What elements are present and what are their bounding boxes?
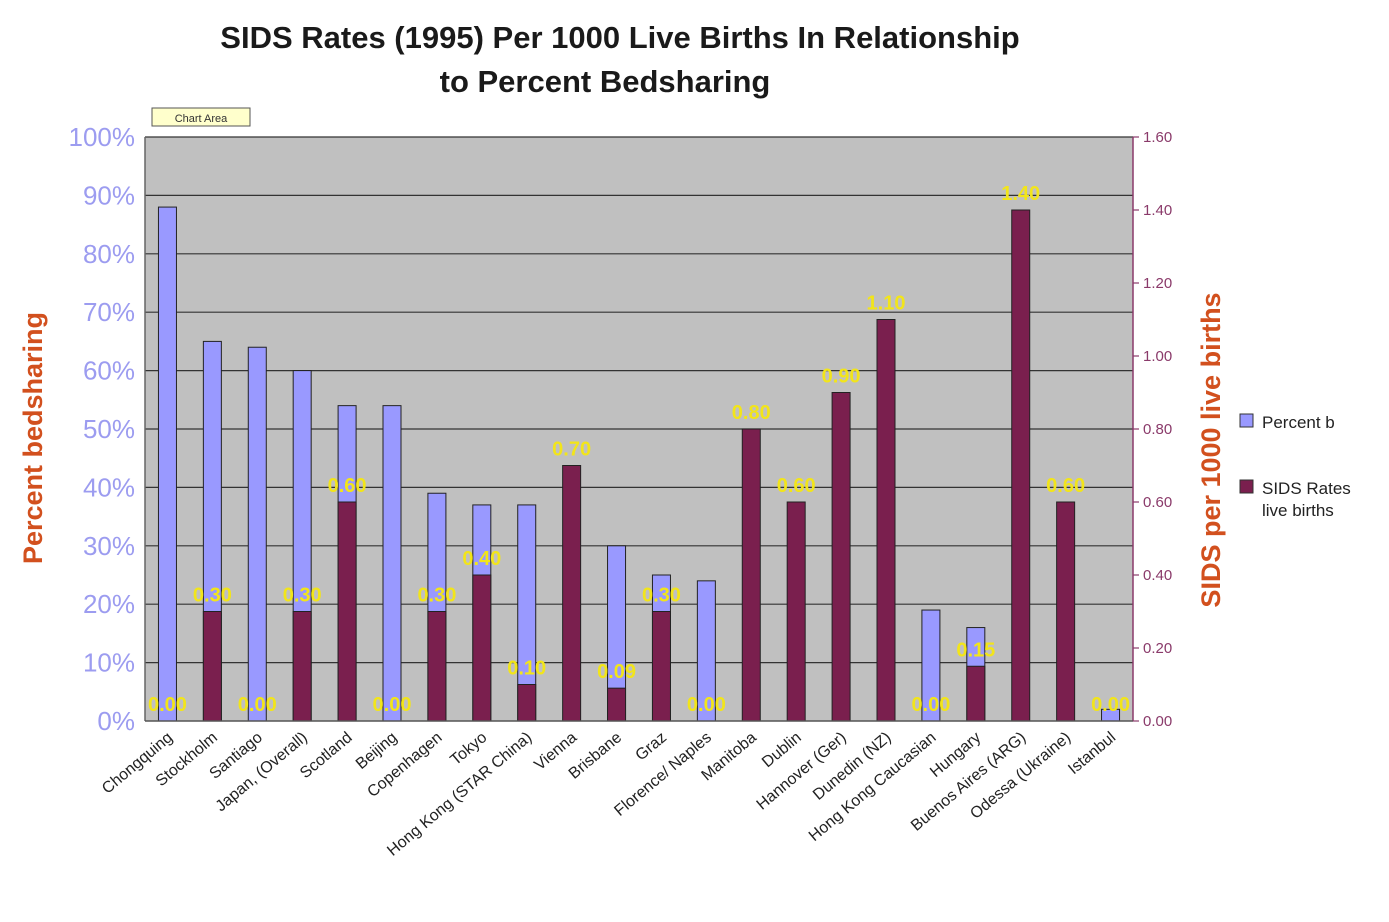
bar-sids-rate xyxy=(741,428,761,722)
bar-sids-rate xyxy=(651,611,671,722)
data-label: 0.30 xyxy=(642,585,681,607)
legend-label-percent: Percent b xyxy=(1262,413,1335,432)
data-label: 0.15 xyxy=(956,639,995,661)
data-label: 0.90 xyxy=(822,366,861,388)
right-tick-label: 0.60 xyxy=(1143,494,1172,511)
left-tick-label: 0% xyxy=(97,706,135,736)
right-tick-label: 1.20 xyxy=(1143,275,1172,292)
data-labels: 0.00 0.30 0.00 0.30 0.60 0.00 0.30 0.40 0.10 0.70… xyxy=(148,183,1130,716)
data-label: 0.00 xyxy=(148,694,187,716)
right-axis-title: SIDS per 1000 live births xyxy=(1196,292,1226,607)
legend-swatch-percent xyxy=(1239,413,1254,428)
bar-sids-rate xyxy=(472,574,492,722)
data-label: 0.10 xyxy=(507,658,546,680)
right-tick-label: 0.80 xyxy=(1143,421,1172,438)
legend: Percent b SIDS Rates live births xyxy=(1239,413,1356,520)
chart-title-line-2: to Percent Bedsharing xyxy=(440,64,771,99)
data-label: 0.80 xyxy=(732,402,771,424)
bars xyxy=(157,206,1121,722)
right-tick-label: 1.00 xyxy=(1143,348,1172,365)
data-label: 0.30 xyxy=(417,585,456,607)
chart-area-tag-text: Chart Area xyxy=(175,113,228,125)
legend-swatch-sids xyxy=(1239,479,1254,494)
data-label: 0.70 xyxy=(552,439,591,461)
bar-sids-rate xyxy=(292,611,312,722)
left-tick-label: 80% xyxy=(83,239,135,269)
data-label: 0.00 xyxy=(911,694,950,716)
data-label: 0.00 xyxy=(1091,694,1130,716)
category-label: Graz xyxy=(633,729,670,764)
data-label: 0.60 xyxy=(1046,475,1085,497)
right-tick-label: 0.20 xyxy=(1143,640,1172,657)
right-tick-label: 1.40 xyxy=(1143,202,1172,219)
left-tick-label: 30% xyxy=(83,531,135,561)
bar-sids-rate xyxy=(876,319,896,722)
bar-sids-rate xyxy=(202,611,222,722)
left-tick-label: 20% xyxy=(83,589,135,619)
category-label: Istanbul xyxy=(1065,729,1119,778)
left-tick-label: 10% xyxy=(83,648,135,678)
bar-sids-rate xyxy=(607,687,627,722)
bar-percent-bedsharing xyxy=(157,206,177,722)
left-tick-label: 40% xyxy=(83,472,135,502)
right-tick-label: 0.40 xyxy=(1143,567,1172,584)
data-label: 1.10 xyxy=(867,293,906,315)
data-label: 0.30 xyxy=(283,585,322,607)
data-label: 0.00 xyxy=(373,694,412,716)
bar-sids-rate xyxy=(562,465,582,722)
bar-sids-rate xyxy=(831,392,851,722)
legend-label-sids: SIDS Rates live births xyxy=(1262,479,1356,520)
bar-sids-rate xyxy=(517,684,537,722)
left-tick-label: 70% xyxy=(83,297,135,327)
bar-sids-rate xyxy=(337,501,357,722)
data-label: 0.60 xyxy=(328,475,367,497)
right-tick-label: 1.60 xyxy=(1143,129,1172,146)
chart-title-line-1: SIDS Rates (1995) Per 1000 Live Births I… xyxy=(220,20,1019,55)
data-label: 0.09 xyxy=(597,661,636,683)
chart-area-tag: Chart Area xyxy=(151,107,251,127)
bar-sids-rate xyxy=(966,665,986,722)
bar-sids-rate xyxy=(1056,501,1076,722)
legend-label-sids-line-1: SIDS Rates xyxy=(1262,479,1351,498)
left-tick-label: 60% xyxy=(83,356,135,386)
left-axis-ticks: 0% 10% 20% 30% 40% 50% 60% 70% 80% 90% 100% xyxy=(69,122,136,736)
left-tick-label: 50% xyxy=(83,414,135,444)
data-label: 0.40 xyxy=(462,548,501,570)
bar-sids-rate xyxy=(1011,209,1031,722)
data-label: 0.00 xyxy=(238,694,277,716)
left-axis-title: Percent bedsharing xyxy=(18,312,48,564)
bar-sids-rate xyxy=(427,611,447,722)
data-label: 0.00 xyxy=(687,694,726,716)
data-label: 0.30 xyxy=(193,585,232,607)
legend-label-sids-line-2: live births xyxy=(1262,501,1334,520)
bar-percent-bedsharing xyxy=(247,346,267,722)
left-tick-label: 90% xyxy=(83,180,135,210)
bar-percent-bedsharing xyxy=(382,405,402,722)
right-tick-label: 0.00 xyxy=(1143,713,1172,730)
right-axis-ticks: 0.00 0.20 0.40 0.60 0.80 1.00 1.20 1.40 1.60 xyxy=(1133,129,1172,730)
data-label: 1.40 xyxy=(1001,183,1040,205)
left-tick-label: 100% xyxy=(69,122,136,152)
data-label: 0.60 xyxy=(777,475,816,497)
bar-sids-rate xyxy=(786,501,806,722)
